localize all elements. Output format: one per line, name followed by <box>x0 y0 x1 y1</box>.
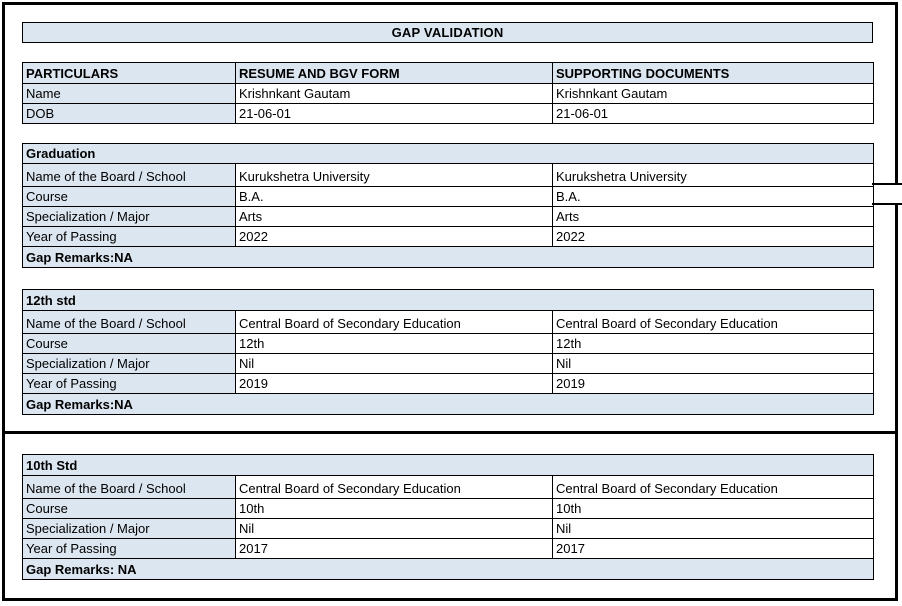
row-label-specialization: Specialization / Major <box>22 518 236 539</box>
cell-board-supporting: Central Board of Secondary Education <box>551 475 875 499</box>
cell-board-resume: Central Board of Secondary Education <box>235 475 553 499</box>
stray-gridline-top <box>872 183 902 185</box>
cell-board-supporting: Central Board of Secondary Education <box>551 310 875 334</box>
cell-board-resume: Central Board of Secondary Education <box>235 310 553 334</box>
row-label-year: Year of Passing <box>22 538 236 559</box>
right-border-gap <box>895 185 902 203</box>
table-row-course: Course 12th 12th <box>22 333 875 354</box>
section-table-12th: 12th std Name of the Board / School Cent… <box>21 289 875 415</box>
cell-specialization-resume: Nil <box>235 518 553 539</box>
section-title-graduation: Graduation <box>21 143 875 164</box>
cell-course-resume: B.A. <box>235 186 553 207</box>
cell-course-resume: 10th <box>235 498 553 519</box>
row-label-board: Name of the Board / School <box>22 163 236 187</box>
cell-course-resume: 12th <box>235 333 553 354</box>
cell-name-supporting: Krishnkant Gautam <box>552 83 874 104</box>
cell-specialization-resume: Arts <box>235 206 553 227</box>
section-table-graduation: Graduation Name of the Board / School Ku… <box>21 143 875 268</box>
cell-year-supporting: 2022 <box>551 226 875 247</box>
gap-remarks-row: Gap Remarks:NA <box>21 246 875 268</box>
cell-year-resume: 2019 <box>235 373 553 394</box>
section-title-12th: 12th std <box>21 289 875 311</box>
gap-remarks-10th: Gap Remarks: NA <box>21 558 875 580</box>
row-label-board: Name of the Board / School <box>22 475 236 499</box>
cell-specialization-resume: Nil <box>235 353 553 374</box>
table-row-dob: DOB 21-06-01 21-06-01 <box>22 103 874 124</box>
page-divider-line <box>2 431 898 434</box>
summary-table: PARTICULARS RESUME AND BGV FORM SUPPORTI… <box>22 62 874 124</box>
table-row-specialization: Specialization / Major Nil Nil <box>22 518 875 539</box>
cell-year-resume: 2017 <box>235 538 553 559</box>
cell-specialization-supporting: Arts <box>551 206 875 227</box>
row-label-course: Course <box>22 498 236 519</box>
table-row-year: Year of Passing 2017 2017 <box>22 538 875 559</box>
cell-board-supporting: Kurukshetra University <box>551 163 875 187</box>
cell-name-resume: Krishnkant Gautam <box>235 83 553 104</box>
row-label-year: Year of Passing <box>22 226 236 247</box>
summary-header-row: PARTICULARS RESUME AND BGV FORM SUPPORTI… <box>22 62 874 84</box>
column-header-supporting-docs: SUPPORTING DOCUMENTS <box>552 62 874 84</box>
cell-course-supporting: B.A. <box>551 186 875 207</box>
gap-remarks-row: Gap Remarks: NA <box>21 558 875 580</box>
row-label-name: Name <box>22 83 236 104</box>
table-row-year: Year of Passing 2019 2019 <box>22 373 875 394</box>
section-header-row: 10th Std <box>21 454 875 476</box>
cell-year-resume: 2022 <box>235 226 553 247</box>
cell-board-resume: Kurukshetra University <box>235 163 553 187</box>
column-header-particulars: PARTICULARS <box>22 62 236 84</box>
gap-remarks-graduation: Gap Remarks:NA <box>21 246 875 268</box>
row-label-course: Course <box>22 333 236 354</box>
section-header-row: Graduation <box>21 143 875 164</box>
document-title: GAP VALIDATION <box>22 22 873 43</box>
row-label-dob: DOB <box>22 103 236 124</box>
column-header-resume-bgv: RESUME AND BGV FORM <box>235 62 553 84</box>
cell-dob-supporting: 21-06-01 <box>552 103 874 124</box>
gap-remarks-12th: Gap Remarks:NA <box>21 393 875 415</box>
table-row-course: Course B.A. B.A. <box>22 186 875 207</box>
cell-course-supporting: 12th <box>551 333 875 354</box>
row-label-course: Course <box>22 186 236 207</box>
cell-dob-resume: 21-06-01 <box>235 103 553 124</box>
gap-remarks-row: Gap Remarks:NA <box>21 393 875 415</box>
row-label-specialization: Specialization / Major <box>22 206 236 227</box>
table-row-board: Name of the Board / School Central Board… <box>22 475 875 499</box>
cell-specialization-supporting: Nil <box>551 353 875 374</box>
cell-course-supporting: 10th <box>551 498 875 519</box>
cell-year-supporting: 2019 <box>551 373 875 394</box>
stray-gridline-bottom <box>872 203 902 205</box>
row-label-board: Name of the Board / School <box>22 310 236 334</box>
table-row-board: Name of the Board / School Central Board… <box>22 310 875 334</box>
section-title-10th: 10th Std <box>21 454 875 476</box>
table-row-name: Name Krishnkant Gautam Krishnkant Gautam <box>22 83 874 104</box>
section-table-10th: 10th Std Name of the Board / School Cent… <box>21 454 875 580</box>
cell-year-supporting: 2017 <box>551 538 875 559</box>
table-row-year: Year of Passing 2022 2022 <box>22 226 875 247</box>
row-label-specialization: Specialization / Major <box>22 353 236 374</box>
cell-specialization-supporting: Nil <box>551 518 875 539</box>
row-label-year: Year of Passing <box>22 373 236 394</box>
section-header-row: 12th std <box>21 289 875 311</box>
table-row-board: Name of the Board / School Kurukshetra U… <box>22 163 875 187</box>
table-row-specialization: Specialization / Major Arts Arts <box>22 206 875 227</box>
table-row-course: Course 10th 10th <box>22 498 875 519</box>
table-row-specialization: Specialization / Major Nil Nil <box>22 353 875 374</box>
